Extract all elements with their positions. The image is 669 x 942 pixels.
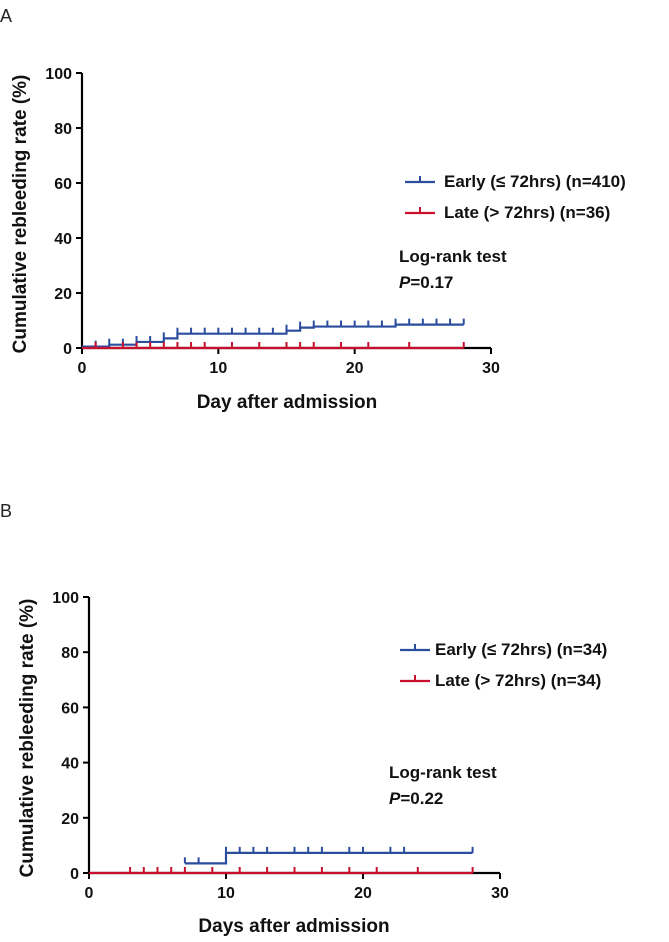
- y-tick-label-b: 60: [61, 700, 79, 717]
- p-symbol-b: P: [389, 789, 401, 808]
- p-value-b: P=0.22: [389, 789, 443, 808]
- legend-symbol-early-b: [400, 644, 430, 652]
- panel-a: A 0 10 20 30 0 20 40 60 80 100 Day after admissio…: [0, 6, 626, 413]
- legend-label-early-a: Early (≤ 72hrs) (n=410): [444, 172, 626, 191]
- x-axis-title-a: Day after admission: [197, 392, 378, 413]
- y-tick-label-b: 80: [61, 645, 79, 662]
- p-symbol-a: P: [399, 273, 411, 292]
- y-tick-label-a: 40: [54, 231, 72, 248]
- legend-label-late-b: Late (> 72hrs) (n=34): [435, 671, 601, 690]
- legend-symbol-early-a: [405, 176, 435, 184]
- axis-ticks-b: 0 10 20 30 0 20 40 60 80 100: [52, 590, 509, 902]
- x-tick-label-b: 10: [217, 885, 235, 902]
- p-number-a: =0.17: [410, 273, 453, 292]
- x-tick-label-a: 30: [482, 360, 500, 377]
- x-axis-title-b: Days after admission: [198, 916, 389, 937]
- series-line-early-b: [184, 851, 473, 865]
- y-tick-label-b: 100: [52, 590, 79, 607]
- series-layer-b: [89, 846, 474, 875]
- y-tick-label-a: 100: [45, 66, 72, 83]
- x-tick-label-b: 0: [85, 885, 94, 902]
- legend-b: Early (≤ 72hrs) (n=34) Late (> 72hrs) (n…: [400, 640, 607, 690]
- x-tick-label-a: 10: [209, 360, 227, 377]
- axis-ticks-a: 0 10 20 30 0 20 40 60 80 100: [45, 66, 500, 377]
- logrank-label-b: Log-rank test: [389, 763, 497, 782]
- p-number-b: =0.22: [400, 789, 443, 808]
- legend-label-late-a: Late (> 72hrs) (n=36): [444, 203, 610, 222]
- p-value-a: P=0.17: [399, 273, 453, 292]
- panel-b: B 0 10 20 30 0 20 40 60 80 100 Days after admissi…: [0, 501, 607, 937]
- x-tick-label-a: 20: [346, 360, 364, 377]
- legend-label-early-b: Early (≤ 72hrs) (n=34): [435, 640, 607, 659]
- y-tick-label-b: 20: [61, 811, 79, 828]
- legend-symbol-late-b: [400, 675, 430, 683]
- y-axis-title-b: Cumulative rebleeding rate (%): [17, 599, 38, 878]
- legend-symbol-late-a: [405, 207, 435, 215]
- y-axis-title-a: Cumulative rebleeding rate (%): [10, 75, 31, 354]
- x-tick-label-a: 0: [78, 360, 87, 377]
- panel-label-a: A: [0, 6, 12, 26]
- series-layer-a: [82, 318, 465, 350]
- y-tick-label-a: 80: [54, 121, 72, 138]
- logrank-label-a: Log-rank test: [399, 247, 507, 266]
- panel-label-b: B: [0, 501, 12, 521]
- y-tick-label-a: 20: [54, 286, 72, 303]
- legend-a: Early (≤ 72hrs) (n=410) Late (> 72hrs) (…: [405, 172, 626, 222]
- y-tick-label-b: 40: [61, 756, 79, 773]
- y-tick-label-b: 0: [70, 866, 79, 883]
- x-tick-label-b: 30: [491, 885, 509, 902]
- x-tick-label-b: 20: [354, 885, 372, 902]
- y-tick-label-a: 0: [63, 341, 72, 358]
- y-tick-label-a: 60: [54, 176, 72, 193]
